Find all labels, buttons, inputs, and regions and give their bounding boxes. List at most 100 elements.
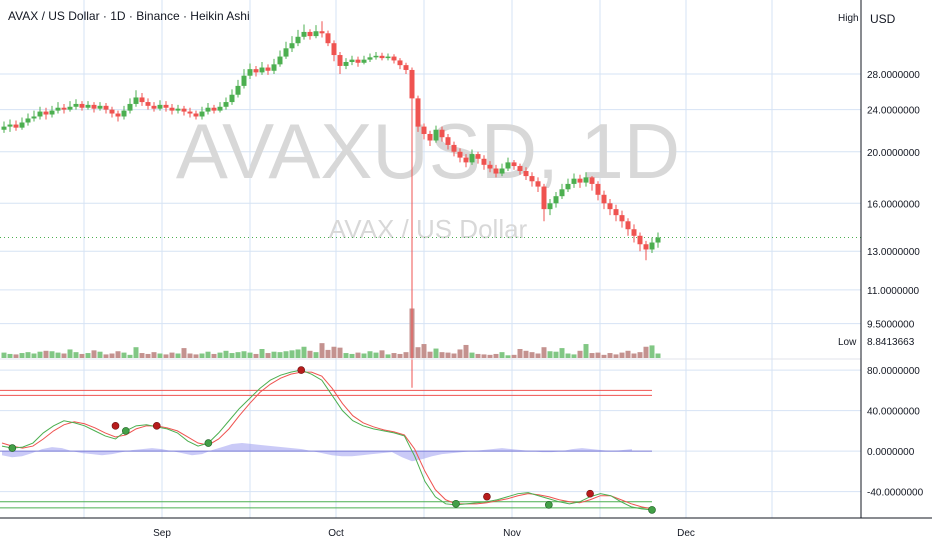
candle-body <box>265 67 271 71</box>
volume-bar <box>49 351 55 358</box>
volume-bar <box>61 353 67 358</box>
candle-body <box>13 124 19 128</box>
candle-body <box>451 144 457 152</box>
signal-dot-buy <box>545 501 553 509</box>
volume-bar <box>559 348 565 358</box>
candle-body <box>553 196 559 204</box>
candle-body <box>373 55 379 58</box>
volume-bar <box>229 353 235 358</box>
volume-bar <box>271 351 277 358</box>
candle-body <box>277 56 283 65</box>
candle-body <box>535 181 541 187</box>
volume-bar <box>217 352 223 358</box>
price-tick-label: 20.0000000 <box>867 148 920 159</box>
candle-body <box>121 110 127 117</box>
volume-bar <box>571 354 577 358</box>
price-tick-label: 28.0000000 <box>867 70 920 81</box>
candle-body <box>271 64 277 71</box>
volume-bar <box>25 352 31 358</box>
volume-bar <box>535 353 541 358</box>
volume-bar <box>241 351 247 358</box>
candle-body <box>241 75 247 86</box>
volume-bar <box>205 351 211 358</box>
volume-bar <box>469 352 475 358</box>
volume-bar <box>277 352 283 358</box>
candle-body <box>181 108 187 112</box>
candle-body <box>49 110 55 115</box>
candle-body <box>37 111 43 117</box>
candle-body <box>397 60 403 66</box>
candle-body <box>649 242 655 250</box>
volume-bar <box>163 354 169 358</box>
candle-body <box>511 162 517 167</box>
candle-body <box>307 31 313 37</box>
candle-body <box>169 107 175 111</box>
volume-bar <box>301 346 307 358</box>
candle-body <box>319 31 325 34</box>
time-tick-label: Sep <box>153 528 171 539</box>
volume-bar <box>445 352 451 358</box>
volume-bar <box>1 352 7 358</box>
candle-body <box>247 69 253 76</box>
volume-bar <box>547 351 553 358</box>
volume-bar <box>139 353 145 358</box>
candle-body <box>205 107 211 112</box>
volume-bar <box>253 353 259 358</box>
stoch-tick-label: 40.0000000 <box>867 407 920 418</box>
candle-body <box>7 124 13 127</box>
volume-bar <box>325 349 331 358</box>
volume-bar <box>565 353 571 358</box>
candle-body <box>91 104 97 109</box>
volume-bar <box>361 353 367 358</box>
candle-body <box>643 244 649 250</box>
volume-bar <box>283 351 289 358</box>
candle-body <box>259 67 265 73</box>
stoch-d-line <box>1 371 653 510</box>
volume-bar <box>517 349 523 358</box>
volume-bar <box>307 350 313 358</box>
volume-bar <box>79 353 85 358</box>
volume-bar <box>181 348 187 358</box>
candle-body <box>289 43 295 49</box>
candle-body <box>463 157 469 163</box>
volume-bar <box>265 353 271 358</box>
candle-body <box>379 55 385 59</box>
candle-body <box>481 158 487 165</box>
volume-bar <box>373 352 379 358</box>
candle-body <box>583 177 589 183</box>
candle-body <box>457 151 463 158</box>
candle-body <box>331 43 337 56</box>
price-tick-label: 9.5000000 <box>867 320 915 331</box>
price-tick-label: 24.0000000 <box>867 106 920 117</box>
volume-bar <box>475 353 481 358</box>
candle-body <box>211 107 217 111</box>
candle-body <box>619 215 625 222</box>
price-tick-label: 11.0000000 <box>867 286 920 297</box>
signal-dot-buy <box>648 506 656 514</box>
stoch-tick-label: -40.0000000 <box>867 488 924 499</box>
volume-bar <box>187 353 193 358</box>
volume-bar <box>619 352 625 358</box>
stoch-tick-label: 0.0000000 <box>867 447 915 458</box>
candle-body <box>85 104 91 108</box>
volume-bar <box>193 354 199 358</box>
volume-bar <box>439 352 445 358</box>
volume-bar <box>415 347 421 358</box>
volume-bar <box>19 353 25 358</box>
volume-bar <box>199 353 205 358</box>
low-value: 8.8413663 <box>867 337 915 348</box>
candle-body <box>193 113 199 117</box>
volume-bar <box>31 353 37 358</box>
low-label: Low <box>838 337 857 348</box>
candle-body <box>361 59 367 63</box>
volume-bar <box>349 353 355 358</box>
currency-button[interactable]: USD <box>862 5 926 33</box>
candle-body <box>25 118 31 123</box>
candle-body <box>601 194 607 204</box>
candle-body <box>391 56 397 61</box>
candle-body <box>313 31 319 37</box>
volume-bar <box>493 353 499 358</box>
signal-dot-sell <box>297 366 306 374</box>
candle-body <box>1 126 7 130</box>
